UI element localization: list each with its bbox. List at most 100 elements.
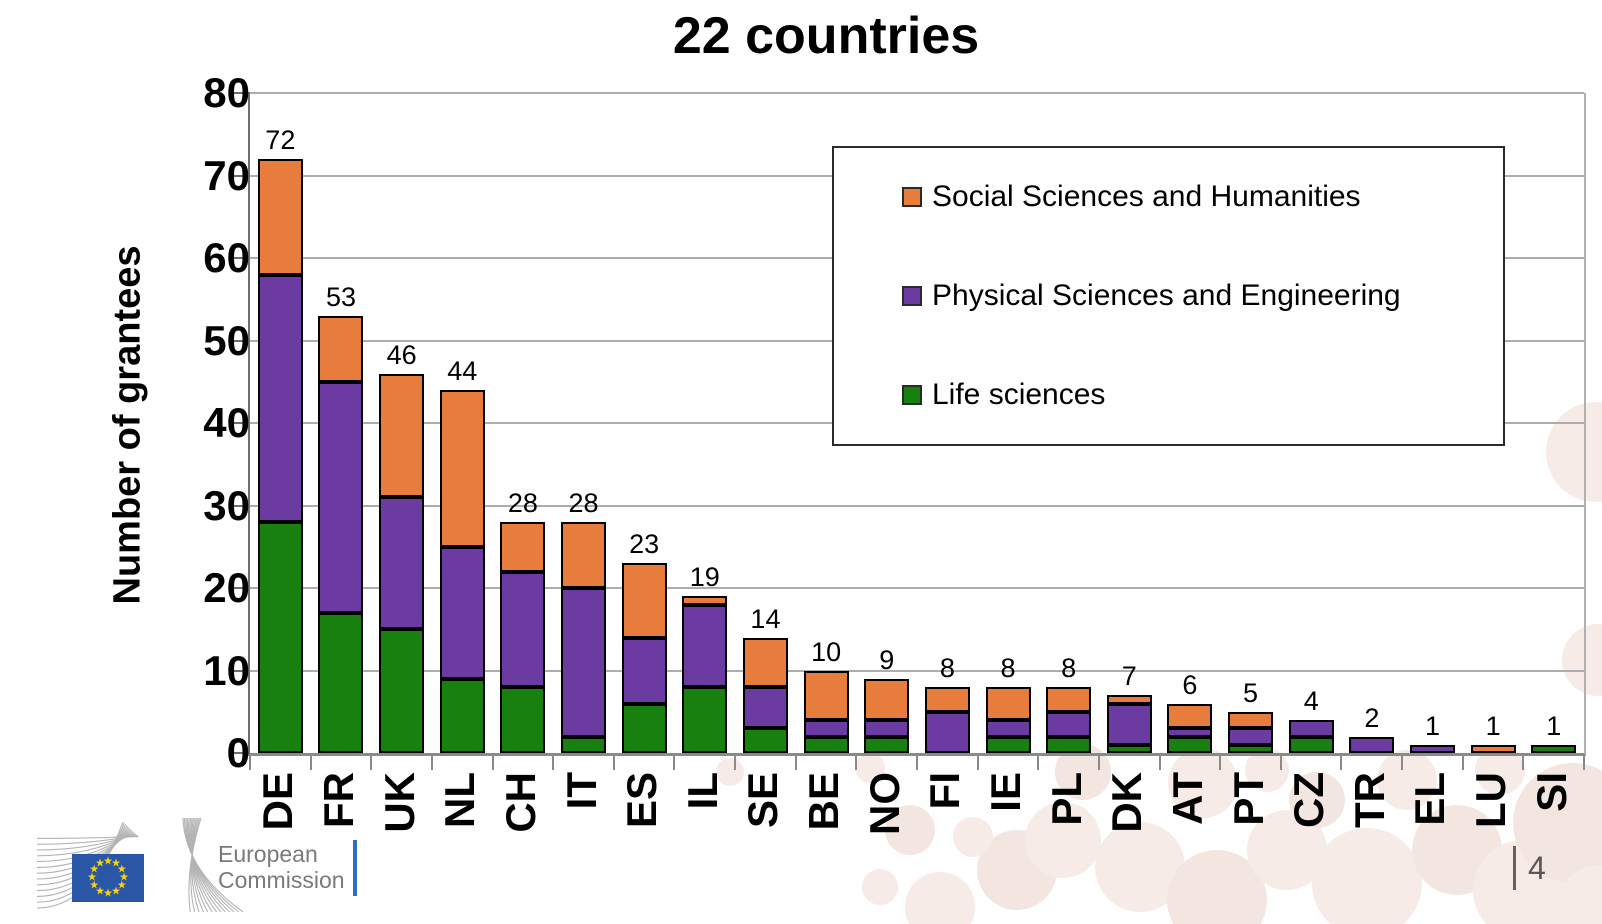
- y-tick-mark: [234, 422, 250, 424]
- x-label-es: ES: [618, 772, 666, 829]
- y-tick-label: 10: [203, 646, 250, 694]
- bar-be: 10: [796, 637, 857, 753]
- swoosh-line: [185, 817, 235, 913]
- swoosh-line: [182, 817, 244, 913]
- bar-segment: [318, 612, 364, 753]
- eu-star-icon: ★: [89, 879, 100, 892]
- bar-value-label: 7: [1121, 661, 1137, 692]
- x-label-slot: FI: [915, 772, 976, 835]
- x-label-slot: PL: [1036, 772, 1097, 835]
- x-label-ch: CH: [496, 772, 544, 833]
- bar-segment: [742, 728, 788, 753]
- x-tick-mark: [976, 756, 979, 770]
- x-tick-mark: [612, 756, 615, 770]
- bar-segment: [379, 373, 425, 498]
- x-label-lu: LU: [1467, 772, 1515, 828]
- x-tick-mark: [916, 756, 918, 770]
- x-label-slot: PT: [1218, 772, 1279, 835]
- x-label-slot: CZ: [1279, 772, 1340, 835]
- bar-segment: [1167, 736, 1213, 753]
- bar-value-label: 44: [447, 356, 478, 386]
- x-tick-mark: [491, 756, 494, 770]
- x-label-slot: LU: [1461, 772, 1522, 835]
- bar-value-label: 46: [386, 339, 417, 370]
- x-label-nl: NL: [436, 772, 484, 828]
- x-tick-mark: [370, 756, 373, 770]
- bar-fr: 53: [311, 282, 372, 753]
- x-tick-mark: [1037, 756, 1040, 770]
- x-label-slot: SE: [733, 772, 794, 835]
- legend: Social Sciences and Humanities Physical S…: [832, 146, 1505, 446]
- decor-bubble: [885, 805, 935, 855]
- swoosh-line: [189, 817, 222, 913]
- bar-segment: [1228, 728, 1274, 745]
- gridline: [250, 669, 1584, 672]
- x-tick-mark: [855, 756, 858, 770]
- y-tick-mark: [234, 504, 250, 507]
- bar-value-label: 28: [507, 488, 538, 518]
- bar-segment: [1046, 687, 1092, 712]
- x-label-pt: PT: [1224, 772, 1272, 826]
- x-tick-mark: [1219, 756, 1222, 770]
- bar-de: 72: [250, 125, 311, 753]
- chart-title: 22 countries: [672, 7, 980, 65]
- bar-segment: [561, 736, 607, 753]
- bar-segment: [439, 546, 485, 679]
- bar-el: 1: [1402, 711, 1463, 753]
- y-tick-label: 70: [203, 151, 250, 199]
- decor-bubble: [855, 753, 885, 783]
- bar-segment: [1167, 703, 1213, 729]
- bar-segment: [1046, 711, 1092, 737]
- bar-segment: [682, 604, 728, 687]
- bar-value-label: 4: [1303, 686, 1319, 716]
- bar-dk: 7: [1099, 661, 1160, 753]
- bar-segment: [1288, 736, 1334, 753]
- bar-pt: 5: [1220, 678, 1281, 753]
- eu-star-icon: ★: [111, 885, 121, 898]
- bar-fi: 8: [917, 653, 978, 753]
- x-tick-mark: [794, 756, 797, 770]
- y-tick-label: 60: [203, 234, 250, 281]
- bar-segment: [439, 390, 485, 547]
- x-label-cz: CZ: [1285, 772, 1333, 828]
- x-label-se: SE: [739, 772, 787, 829]
- plot-area: 0 10 20 30 40 50 60 70 80 72 53 46 44 28 28 23 19 14 10 9 8 8…: [203, 72, 1586, 774]
- bar-nl: 44: [432, 356, 493, 753]
- y-tick-mark: [234, 257, 250, 259]
- bar-segment: [318, 315, 364, 382]
- bar-segment: [1470, 744, 1516, 753]
- logo-text-line2: Commission: [218, 867, 345, 893]
- y-axis-title: Number of grantees: [106, 245, 149, 605]
- eu-star-icon: ★: [103, 887, 113, 900]
- x-tick-mark: [309, 756, 312, 770]
- european-commission-logo: ★ ★ ★ ★ ★ ★ ★ ★ ★ ★ ★ ★ European Commission: [35, 810, 375, 920]
- x-label-pl: PL: [1042, 772, 1090, 826]
- bar-value-label: 14: [750, 603, 781, 634]
- bar-segment: [924, 687, 970, 712]
- bar-tr: 2: [1342, 703, 1403, 753]
- x-tick-mark: [1158, 756, 1161, 770]
- y-tick-label: 50: [203, 316, 250, 364]
- gridline: [250, 587, 1584, 589]
- bar-segment: [682, 687, 728, 753]
- page-number: 4: [1513, 846, 1546, 890]
- bar-value-label: 6: [1182, 669, 1198, 700]
- y-tick-label: 40: [203, 399, 250, 446]
- bar-segment: [1106, 695, 1152, 704]
- bar-value-label: 1: [1546, 710, 1562, 741]
- bar-segment: [1228, 744, 1274, 753]
- eu-star-icon: ★: [103, 855, 113, 868]
- bar-it: 28: [553, 488, 614, 753]
- swoosh-line: [190, 817, 218, 913]
- bar-segment: [803, 670, 849, 720]
- x-tick-mark: [673, 756, 676, 770]
- decor-bubble: [953, 817, 993, 857]
- x-label-slot: ES: [612, 772, 673, 835]
- bar-value-label: 23: [629, 529, 660, 560]
- swoosh-line: [183, 817, 239, 913]
- bar-value-label: 53: [325, 281, 356, 312]
- y-tick-mark: [234, 174, 250, 177]
- y-tick-mark: [234, 92, 250, 94]
- decor-bubble: [716, 758, 744, 786]
- page-number-text: 4: [1528, 849, 1546, 886]
